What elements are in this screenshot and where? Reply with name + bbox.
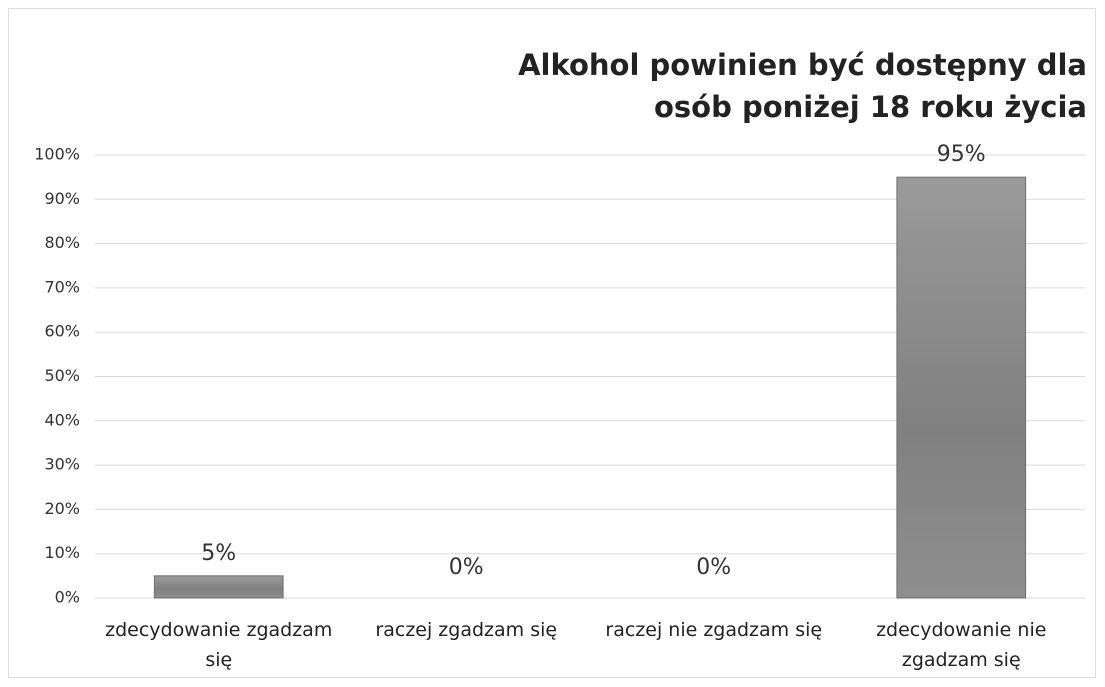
y-tick-label: 100% (34, 145, 80, 164)
y-tick-label: 90% (44, 189, 80, 208)
x-tick-label: raczej nie zgadzam się (605, 619, 823, 641)
data-label: 5% (201, 541, 236, 566)
bar (896, 176, 1027, 599)
data-label: 0% (696, 555, 731, 580)
x-tick-label: raczej zgadzam się (375, 619, 558, 641)
y-tick-label: 60% (44, 322, 80, 341)
chart-frame (8, 8, 1096, 678)
x-tick-label: zdecydowanie zgadzam się (105, 619, 333, 671)
chart-title: Alkohol powinien być dostępny dla osób p… (518, 48, 1087, 124)
data-label: 0% (449, 555, 484, 580)
y-tick-label: 10% (44, 543, 80, 562)
y-tick-label: 50% (44, 366, 80, 385)
x-tick-label: zdecydowanie nie zgadzam się (876, 619, 1047, 671)
bar (153, 575, 284, 599)
y-tick-label: 20% (44, 499, 80, 518)
data-label: 95% (937, 142, 986, 167)
y-tick-label: 30% (44, 455, 80, 474)
y-tick-label: 80% (44, 233, 80, 252)
y-tick-label: 40% (44, 410, 80, 429)
y-tick-label: 0% (55, 588, 80, 607)
y-tick-label: 70% (44, 277, 80, 296)
